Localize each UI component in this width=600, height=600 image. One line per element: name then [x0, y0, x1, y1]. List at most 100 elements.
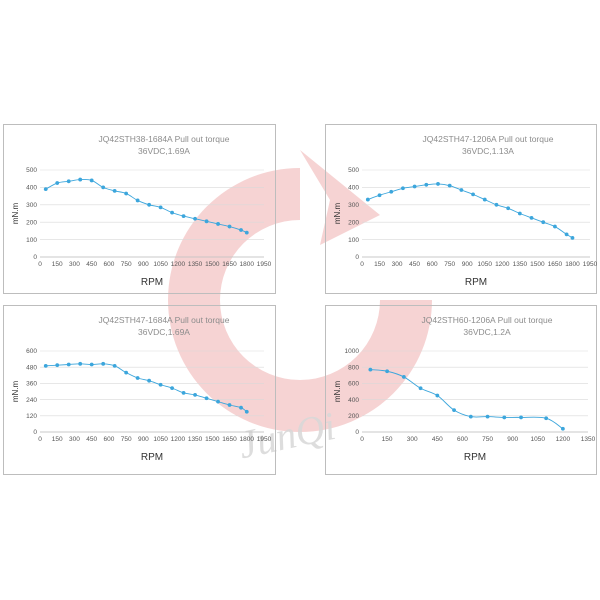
- chart-3-data-point: [66, 362, 71, 367]
- chart-1-data-point: [216, 222, 220, 226]
- chart-2-x-tick-label: 1500: [530, 261, 545, 268]
- chart-4-data-point: [502, 415, 507, 420]
- chart-1-x-tick-label: 1200: [171, 261, 186, 268]
- chart-2-x-tick-label: 600: [427, 261, 438, 268]
- chart-2-data-point: [389, 189, 394, 194]
- chart-3-title: JQ42STH47-1684A Pull out torque: [99, 315, 230, 325]
- chart-1-data-point: [89, 178, 94, 183]
- chart-2-data-point: [471, 192, 475, 197]
- chart-1-data-point: [43, 187, 48, 192]
- chart-2-x-tick-label: 900: [462, 261, 473, 268]
- watermark-swirl-icon: [168, 168, 432, 432]
- chart-3-data-point: [239, 405, 243, 410]
- chart-2-data-point: [494, 202, 499, 207]
- chart-1-data-point: [244, 230, 249, 235]
- chart-4-x-tick-label: 900: [507, 436, 518, 443]
- chart-3-data-point: [170, 386, 175, 391]
- chart-1-x-tick-label: 750: [121, 261, 132, 268]
- chart-4-x-tick-label: 150: [382, 436, 393, 443]
- chart-3-x-axis-label: RPM: [141, 452, 163, 463]
- chart-2-data-point: [564, 232, 569, 237]
- chart-3-series-line: [45, 363, 248, 413]
- chart-4-x-tick-label: 600: [457, 436, 468, 443]
- chart-1-data-point: [239, 228, 243, 232]
- chart-4-x-tick-label: 450: [432, 436, 443, 443]
- chart-panel-2: JQ42STH47-1206A Pull out torque 36VDC,1.1…: [325, 124, 598, 294]
- chart-3-x-tick-label: 0: [38, 436, 42, 443]
- chart-4-data-point: [418, 386, 423, 391]
- chart-2-x-tick-label: 0: [360, 261, 364, 268]
- chart-4-data-point: [544, 416, 549, 421]
- chart-2-data-point: [570, 235, 575, 240]
- chart-4-data-point: [435, 393, 440, 398]
- chart-3-x-tick-label: 900: [138, 436, 149, 443]
- chart-4-x-tick-label: 300: [407, 436, 418, 443]
- chart-panel-4: JQ42STH60-1206A Pull out torque 36VDC,1.2…: [325, 305, 597, 475]
- chart-2-y-tick-label: 200: [348, 219, 359, 226]
- chart-4-data-point: [368, 367, 373, 372]
- chart-2-y-tick-label: 500: [348, 167, 359, 174]
- chart-1-y-tick-label: 200: [26, 219, 37, 226]
- chart-panel-1: JQ42STH38-1684A Pull out torque 36VDC,1.6…: [3, 124, 276, 294]
- chart-4-y-tick-label: 800: [348, 364, 359, 371]
- chart-1-data-point: [101, 185, 106, 190]
- chart-2-data-point: [447, 183, 452, 188]
- chart-3-x-tick-label: 1800: [240, 436, 255, 443]
- chart-2-data-point: [482, 197, 487, 202]
- chart-2-subtitle: 36VDC,1.13A: [462, 146, 514, 156]
- chart-2-x-tick-label: 1050: [478, 261, 493, 268]
- chart-3-x-tick-label: 1200: [171, 436, 186, 443]
- chart-2-data-point: [459, 188, 464, 192]
- chart-2-y-axis-label: mN.m: [333, 203, 342, 225]
- chart-2-data-point: [424, 182, 429, 187]
- chart-1-data-point: [55, 181, 60, 185]
- chart-4-data-point: [468, 414, 473, 419]
- chart-2-data-point: [517, 211, 522, 216]
- chart-2-data-point: [541, 220, 546, 225]
- chart-1-subtitle: 36VDC,1.69A: [138, 146, 190, 156]
- chart-2-data-point: [365, 197, 370, 202]
- chart-4-y-tick-label: 0: [355, 429, 359, 436]
- chart-2-x-tick-label: 1650: [548, 261, 563, 268]
- chart-3-y-tick-label: 240: [26, 397, 37, 404]
- chart-3-x-tick-label: 1950: [257, 436, 272, 443]
- chart-4-series-line: [370, 369, 564, 430]
- chart-3-y-tick-label: 120: [26, 413, 37, 420]
- chart-1-y-axis-label: mN.m: [11, 203, 20, 225]
- watermark-arrow-icon: [300, 150, 380, 245]
- chart-2-x-tick-label: 1800: [565, 261, 580, 268]
- chart-3-data-point: [158, 382, 163, 387]
- chart-2-x-tick-label: 750: [444, 261, 455, 268]
- chart-1-y-tick-label: 500: [26, 167, 37, 174]
- chart-4-x-axis-label: RPM: [464, 452, 486, 463]
- chart-4-y-tick-label: 400: [348, 397, 359, 404]
- chart-3-data-point: [204, 396, 209, 401]
- chart-2-y-tick-label: 400: [348, 185, 359, 192]
- chart-1-x-tick-label: 1050: [153, 261, 168, 268]
- chart-3-y-tick-label: 0: [33, 429, 37, 436]
- chart-4-title: JQ42STH60-1206A Pull out torque: [422, 315, 553, 325]
- chart-3-data-point: [124, 370, 129, 375]
- chart-1-x-tick-label: 450: [86, 261, 97, 268]
- chart-2-title: JQ42STH47-1206A Pull out torque: [423, 134, 554, 144]
- chart-3-x-tick-label: 150: [52, 436, 63, 443]
- chart-4-data-point: [452, 408, 456, 413]
- chart-panel-3: JQ42STH47-1684A Pull out torque 36VDC,1.6…: [3, 305, 276, 475]
- chart-2-x-tick-label: 1200: [495, 261, 510, 268]
- chart-4-y-axis-label: mN.m: [333, 381, 342, 403]
- chart-1-data-point: [181, 214, 186, 219]
- chart-3-data-point: [78, 361, 83, 366]
- chart-4-x-tick-label: 1200: [556, 436, 571, 443]
- chart-1-x-tick-label: 0: [38, 261, 42, 268]
- chart-3-y-axis-label: mN.m: [11, 381, 20, 403]
- chart-2-x-tick-label: 150: [374, 261, 385, 268]
- chart-1-y-tick-label: 400: [26, 185, 37, 192]
- chart-1-data-point: [78, 177, 83, 182]
- chart-1-x-tick-label: 300: [69, 261, 80, 268]
- chart-3-x-tick-label: 1500: [205, 436, 220, 443]
- chart-1-title: JQ42STH38-1684A Pull out torque: [99, 134, 230, 144]
- chart-3-data-point: [55, 363, 60, 368]
- chart-3-data-point: [135, 376, 140, 380]
- chart-4-y-tick-label: 600: [348, 381, 359, 388]
- chart-1-data-point: [193, 216, 197, 221]
